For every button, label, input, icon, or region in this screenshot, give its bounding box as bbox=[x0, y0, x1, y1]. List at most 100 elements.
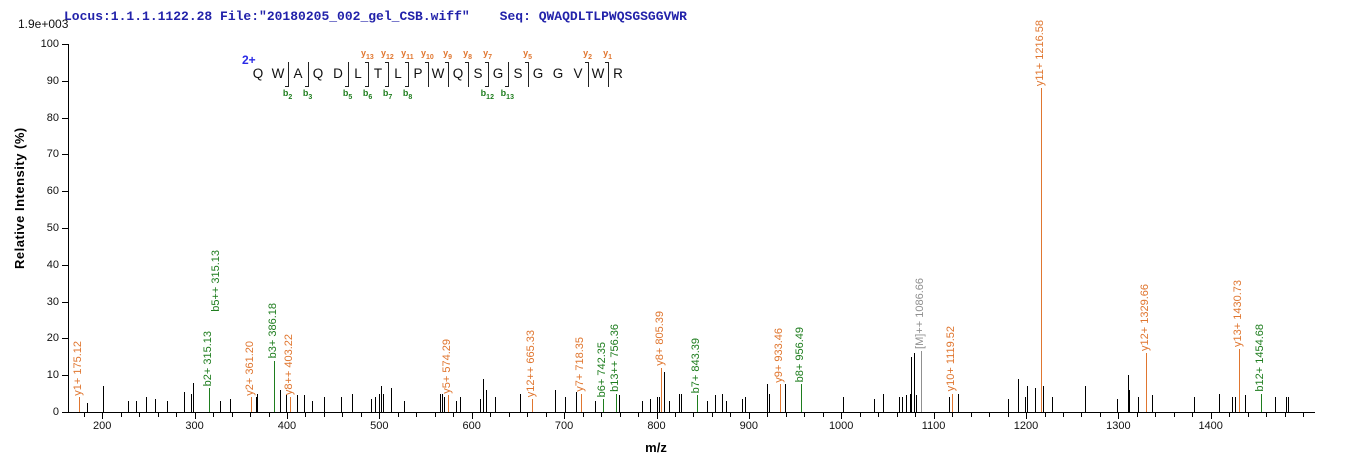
ladder-residue: G bbox=[548, 66, 568, 84]
peak bbox=[154, 399, 156, 412]
y-ion-peak bbox=[1041, 88, 1043, 412]
y-ion-peak bbox=[447, 395, 449, 412]
y-ion-ladder-label: y9 bbox=[443, 48, 453, 61]
fragment-separator bbox=[285, 62, 289, 87]
fragment-separator bbox=[305, 62, 309, 87]
b-ion-peak bbox=[616, 393, 618, 412]
peak bbox=[391, 388, 393, 412]
y-ion-ladder-label: y11 bbox=[401, 48, 414, 61]
residue-letter: G bbox=[492, 66, 504, 81]
residue-letter: S bbox=[513, 66, 523, 81]
locus-file-text: Locus:1.1.1.1122.28 File:"20180205_002_g… bbox=[64, 9, 470, 24]
x-minor-tick bbox=[323, 413, 325, 417]
x-tick-label: 1000 bbox=[828, 420, 854, 432]
peak bbox=[351, 393, 353, 412]
peak bbox=[323, 397, 325, 412]
peak bbox=[767, 384, 769, 412]
residue-letter: L bbox=[394, 66, 402, 81]
peak bbox=[286, 395, 287, 412]
peak-annotation: b2+ 315.13 bbox=[201, 330, 214, 387]
sequence-text: QWAQDLTLPWQSGSGGVWR bbox=[538, 9, 687, 24]
residue-letter: T bbox=[373, 66, 383, 81]
y-tick-label: 40 bbox=[46, 258, 59, 271]
x-minor-tick bbox=[1007, 413, 1009, 417]
y-tick bbox=[62, 117, 68, 119]
peak bbox=[657, 397, 659, 412]
y-axis-line bbox=[68, 44, 69, 413]
b-ion-peak bbox=[1261, 393, 1263, 412]
x-minor-tick bbox=[915, 413, 917, 417]
peak bbox=[303, 395, 305, 412]
residue-letter: L bbox=[354, 66, 362, 81]
fragment-separator bbox=[485, 62, 489, 87]
x-minor-tick bbox=[1303, 413, 1305, 417]
y-ion-peak bbox=[661, 367, 663, 412]
x-minor-tick bbox=[1192, 413, 1194, 417]
peak bbox=[1137, 397, 1139, 412]
peak-annotation: y12+ 1329.66 bbox=[1138, 284, 1151, 352]
x-minor-tick bbox=[453, 413, 455, 417]
fragment-separator bbox=[505, 62, 509, 87]
fragment-separator bbox=[405, 62, 409, 87]
ladder-residue: Q bbox=[308, 66, 328, 84]
peak bbox=[663, 371, 665, 412]
x-minor-tick bbox=[1099, 413, 1101, 417]
x-minor-tick bbox=[397, 413, 399, 417]
x-tick bbox=[656, 413, 658, 419]
x-minor-tick bbox=[342, 413, 344, 417]
x-minor-tick bbox=[250, 413, 251, 417]
x-tick-label: 800 bbox=[647, 420, 666, 432]
peak bbox=[899, 397, 901, 412]
peak bbox=[1026, 386, 1028, 412]
x-minor-tick bbox=[989, 413, 990, 417]
y-tick-label: 90 bbox=[46, 74, 59, 87]
y-tick-label: 60 bbox=[46, 185, 59, 198]
peak bbox=[722, 393, 724, 412]
peak bbox=[678, 393, 680, 412]
peak bbox=[1219, 393, 1221, 412]
residue-letter: V bbox=[573, 66, 583, 81]
peak bbox=[949, 397, 951, 412]
x-axis-title: m/z bbox=[645, 440, 667, 455]
peak bbox=[190, 393, 192, 412]
y-tick-label: 50 bbox=[46, 222, 59, 234]
x-minor-tick bbox=[582, 413, 584, 417]
x-minor-tick bbox=[1155, 413, 1157, 417]
fragment-separator bbox=[465, 62, 469, 87]
peak bbox=[916, 395, 917, 412]
peak bbox=[311, 401, 313, 412]
x-minor-tick bbox=[601, 413, 602, 417]
b-ion-peak bbox=[208, 388, 210, 412]
residue-letter: Q bbox=[252, 66, 264, 81]
peak bbox=[485, 389, 487, 412]
peak bbox=[383, 393, 384, 412]
b-ion-ladder-label: b2 bbox=[282, 88, 293, 101]
peak bbox=[1085, 386, 1087, 412]
y-tick-label: 70 bbox=[46, 148, 59, 161]
peak-annotation: b13++ 756.36 bbox=[609, 323, 622, 392]
peak bbox=[440, 393, 442, 412]
residue-letter: G bbox=[552, 66, 564, 81]
peak bbox=[482, 378, 484, 412]
y-ion-peak bbox=[251, 397, 253, 412]
x-tick bbox=[286, 413, 288, 419]
residue-letter: Q bbox=[312, 66, 324, 81]
residue-letter: W bbox=[431, 66, 445, 81]
x-tick bbox=[841, 413, 843, 419]
peak bbox=[404, 401, 406, 412]
y-tick-label: 0 bbox=[52, 406, 59, 418]
peak bbox=[641, 401, 643, 412]
residue-letter: A bbox=[293, 66, 303, 81]
y-tick-label: 30 bbox=[46, 295, 59, 308]
x-minor-tick bbox=[970, 413, 972, 417]
peak bbox=[1244, 395, 1246, 412]
peak bbox=[371, 399, 372, 412]
peak-annotation: y10+ 1119.52 bbox=[944, 326, 957, 392]
peak bbox=[192, 382, 194, 412]
peak bbox=[459, 397, 461, 412]
